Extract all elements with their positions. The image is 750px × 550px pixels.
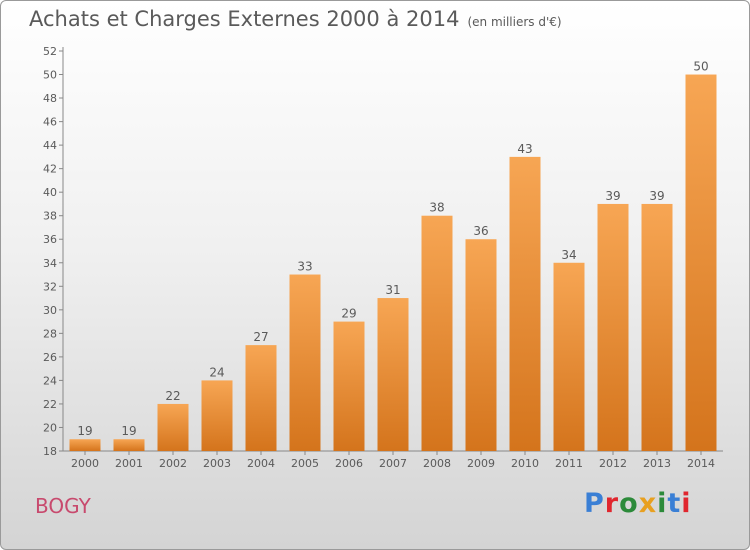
bar-2009 bbox=[465, 239, 497, 451]
logo-letter: P bbox=[584, 488, 605, 519]
bar-2005 bbox=[289, 274, 321, 451]
y-tick-label: 44 bbox=[43, 139, 57, 152]
data-label: 22 bbox=[165, 389, 180, 403]
x-tick-label: 2009 bbox=[467, 457, 495, 470]
bar-2011 bbox=[553, 262, 585, 451]
bar-2012 bbox=[597, 203, 629, 451]
bar-2000 bbox=[69, 439, 101, 451]
data-label: 50 bbox=[693, 60, 708, 74]
x-tick-label: 2014 bbox=[687, 457, 715, 470]
y-tick-label: 26 bbox=[43, 351, 57, 364]
commune-name: BOGY bbox=[35, 494, 91, 518]
data-label: 33 bbox=[297, 260, 312, 274]
x-tick-label: 2008 bbox=[423, 457, 451, 470]
data-label: 29 bbox=[341, 307, 356, 321]
bar-2007 bbox=[377, 298, 409, 451]
y-tick-label: 52 bbox=[43, 45, 57, 58]
x-tick-label: 2002 bbox=[159, 457, 187, 470]
bar-2010 bbox=[509, 156, 541, 451]
data-label: 38 bbox=[429, 201, 444, 215]
y-tick-label: 40 bbox=[43, 186, 57, 199]
x-tick-label: 2001 bbox=[115, 457, 143, 470]
x-tick-label: 2003 bbox=[203, 457, 231, 470]
logo-letter: t bbox=[667, 488, 682, 519]
data-label: 19 bbox=[121, 424, 136, 438]
y-tick-label: 46 bbox=[43, 116, 57, 129]
bar-2004 bbox=[245, 345, 277, 451]
x-tick-label: 2010 bbox=[511, 457, 539, 470]
y-tick-label: 32 bbox=[43, 280, 57, 293]
logo-letter: x bbox=[638, 488, 658, 519]
logo-letter: i bbox=[681, 488, 692, 519]
y-tick-label: 24 bbox=[43, 374, 57, 387]
data-label: 36 bbox=[473, 224, 488, 238]
bar-2008 bbox=[421, 215, 453, 451]
logo-letter: i bbox=[657, 488, 668, 519]
y-tick-label: 34 bbox=[43, 257, 57, 270]
x-tick-label: 2011 bbox=[555, 457, 583, 470]
data-label: 24 bbox=[209, 365, 224, 379]
x-tick-label: 2006 bbox=[335, 457, 363, 470]
bar-2001 bbox=[113, 439, 145, 451]
data-label: 34 bbox=[561, 248, 576, 262]
x-tick-label: 2005 bbox=[291, 457, 319, 470]
y-tick-label: 20 bbox=[43, 421, 57, 434]
chart-title-text: Achats et Charges Externes 2000 à 2014 bbox=[29, 7, 460, 31]
y-tick-label: 28 bbox=[43, 327, 57, 340]
data-label: 39 bbox=[649, 189, 664, 203]
x-tick-label: 2004 bbox=[247, 457, 275, 470]
y-tick-label: 38 bbox=[43, 210, 57, 223]
y-tick-label: 36 bbox=[43, 233, 57, 246]
data-label: 43 bbox=[517, 142, 532, 156]
y-tick-label: 18 bbox=[43, 445, 57, 458]
y-tick-label: 48 bbox=[43, 92, 57, 105]
bar-2003 bbox=[201, 380, 233, 451]
data-label: 31 bbox=[385, 283, 400, 297]
chart-subtitle: (en milliers d'€) bbox=[467, 15, 562, 29]
bar-2002 bbox=[157, 403, 189, 451]
data-label: 39 bbox=[605, 189, 620, 203]
data-label: 27 bbox=[253, 330, 268, 344]
y-tick-label: 30 bbox=[43, 304, 57, 317]
bar-2013 bbox=[641, 203, 673, 451]
chart-title: Achats et Charges Externes 2000 à 2014 (e… bbox=[29, 7, 562, 31]
x-tick-label: 2013 bbox=[643, 457, 671, 470]
y-tick-label: 50 bbox=[43, 69, 57, 82]
logo-letter: r bbox=[604, 488, 620, 519]
bar-2014 bbox=[685, 74, 717, 451]
data-label: 19 bbox=[77, 424, 92, 438]
x-tick-label: 2012 bbox=[599, 457, 627, 470]
proxiti-logo: Proxiti bbox=[584, 488, 692, 519]
bar-2006 bbox=[333, 321, 365, 451]
x-tick-label: 2007 bbox=[379, 457, 407, 470]
y-tick-label: 42 bbox=[43, 163, 57, 176]
logo-letter: o bbox=[619, 488, 639, 519]
y-tick-label: 22 bbox=[43, 398, 57, 411]
x-tick-label: 2000 bbox=[71, 457, 99, 470]
